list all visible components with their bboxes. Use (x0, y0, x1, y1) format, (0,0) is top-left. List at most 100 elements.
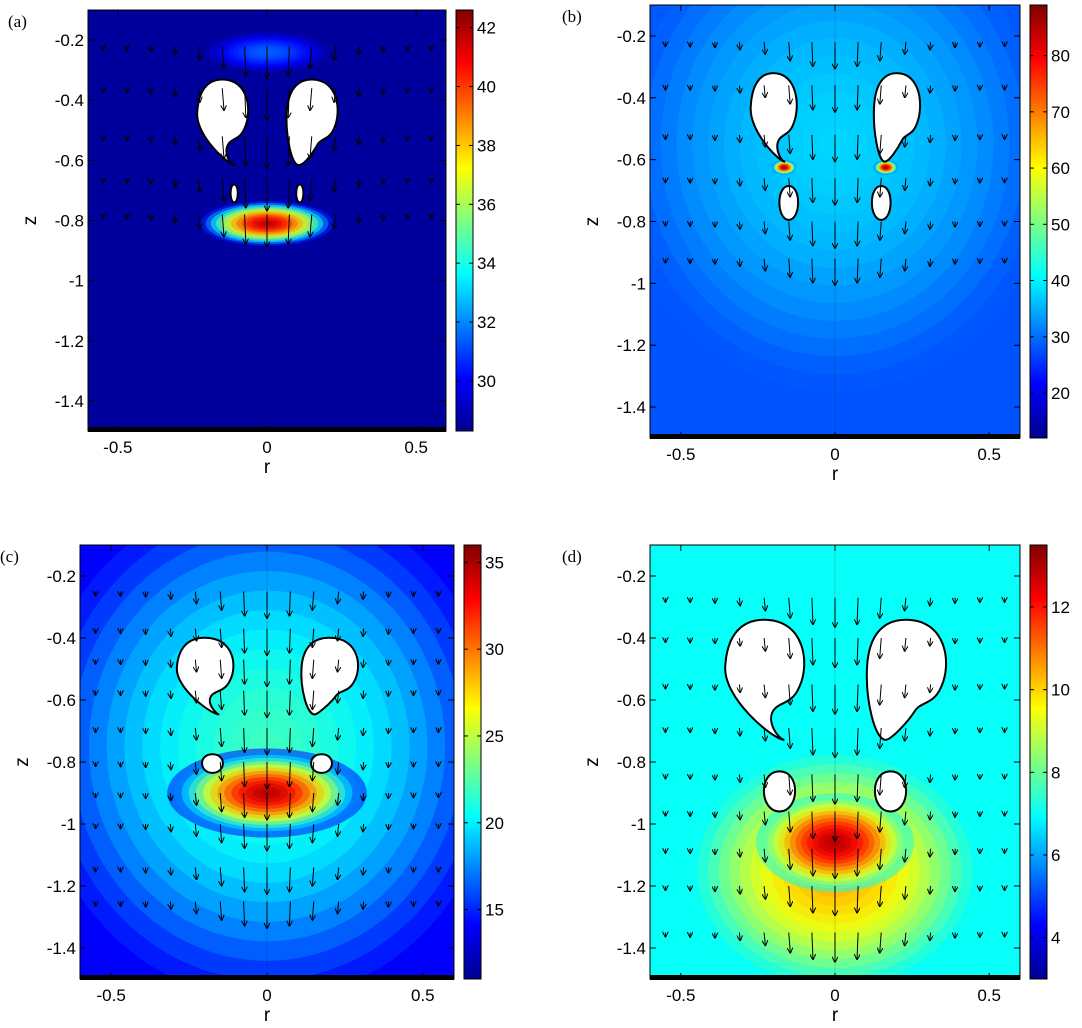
colorbar-tick-label: 30 (1051, 328, 1070, 347)
velocity-arrow (289, 591, 290, 616)
bubble-left-elongated (724, 618, 806, 741)
velocity-arrow (198, 88, 199, 102)
velocity-arrow (930, 221, 931, 229)
velocity-arrow (220, 690, 221, 709)
velocity-arrow (905, 134, 906, 147)
velocity-arrow (764, 727, 765, 741)
velocity-arrow (764, 178, 765, 190)
velocity-arrow (764, 258, 765, 271)
velocity-arrow (857, 932, 858, 960)
velocity-arrow (880, 727, 882, 748)
x-tick-label: 0.5 (977, 445, 1001, 464)
velocity-arrow (244, 823, 245, 848)
bubble-right-small (873, 770, 908, 813)
velocity-arrow (789, 42, 790, 60)
velocity-arrow (359, 136, 360, 144)
velocity-arrow (170, 690, 171, 698)
velocity-arrow (288, 88, 289, 117)
velocity-arrow (764, 637, 765, 651)
panel-a-letter: (a) (8, 12, 27, 31)
velocity-arrow (245, 46, 246, 75)
colorbar-tick-label: 32 (477, 313, 496, 332)
velocity-arrow (338, 727, 339, 740)
y-tick-label: -0.6 (55, 151, 84, 170)
x-tick-label: -0.5 (666, 986, 695, 1005)
velocity-arrow (905, 848, 906, 862)
velocity-arrow (739, 221, 740, 229)
velocity-arrow (789, 85, 790, 103)
velocity-arrow (359, 214, 360, 222)
velocity-arrow (170, 792, 171, 800)
y-tick-label: -1.4 (55, 392, 84, 411)
velocity-arrow (857, 885, 858, 913)
velocity-arrow (244, 901, 245, 926)
velocity-arrow (857, 178, 858, 202)
velocity-arrow (789, 178, 790, 196)
velocity-arrow (880, 637, 882, 658)
velocity-arrow (880, 932, 882, 953)
velocity-arrow (170, 823, 171, 831)
velocity-arrow (195, 867, 196, 879)
velocity-arrow (170, 628, 171, 636)
velocity-arrow (905, 774, 906, 787)
x-tick-label: 0 (262, 438, 271, 457)
x-tick-label: 0 (830, 445, 839, 464)
colorbar-tick-label: 12 (1051, 598, 1070, 617)
velocity-arrow (222, 88, 224, 110)
velocity-arrow (880, 848, 882, 869)
colorbar-tick-label: 15 (485, 901, 504, 920)
velocity-arrow (880, 134, 881, 153)
colorbar-tick-label: 60 (1051, 159, 1070, 178)
velocity-arrow (905, 85, 906, 97)
velocity-arrow (739, 178, 740, 185)
velocity-arrow (338, 761, 339, 774)
velocity-arrow (245, 88, 246, 117)
velocity-arrow (363, 867, 364, 874)
colorbar-tick-label: 35 (485, 553, 504, 572)
velocity-arrow (312, 761, 313, 780)
velocity-arrow (812, 684, 813, 712)
velocity-arrow (195, 690, 196, 703)
velocity-arrow (930, 932, 931, 941)
velocity-arrow (880, 42, 881, 60)
colorbar-tick-label: 36 (477, 195, 496, 214)
y-tick-label: -0.4 (617, 89, 646, 108)
y-tick-label: -0.6 (47, 691, 76, 710)
x-tick-label: 0 (262, 986, 271, 1005)
velocity-arrow (175, 178, 176, 186)
velocity-arrow (764, 134, 765, 147)
velocity-arrow (170, 867, 171, 874)
velocity-arrow (220, 628, 221, 647)
velocity-arrow (289, 901, 290, 926)
velocity-arrow (244, 727, 245, 752)
colorbar-tick-label: 40 (477, 78, 496, 97)
velocity-arrow (857, 42, 858, 66)
velocity-arrow (312, 727, 313, 746)
panel-b-xlabel: r (832, 464, 839, 485)
velocity-arrow (764, 811, 765, 825)
velocity-arrow (812, 727, 813, 755)
velocity-arrow (312, 659, 313, 678)
velocity-arrow (789, 134, 790, 153)
velocity-arrow (739, 811, 740, 820)
y-tick-label: -0.8 (55, 212, 84, 231)
y-tick-label: -0.4 (55, 91, 84, 110)
velocity-arrow (338, 901, 339, 914)
velocity-arrow (857, 848, 858, 876)
velocity-arrow (244, 591, 245, 616)
velocity-arrow (739, 258, 740, 266)
velocity-arrow (812, 885, 813, 913)
panel-c-letter: (c) (0, 547, 19, 566)
velocity-arrow (288, 46, 289, 75)
velocity-arrow (222, 214, 224, 236)
velocity-arrow (338, 659, 339, 672)
velocity-arrow (880, 684, 882, 705)
colorbar-tick-label: 20 (485, 814, 504, 833)
velocity-arrow (812, 178, 813, 202)
velocity-arrow (198, 46, 199, 60)
velocity-arrow (334, 46, 335, 60)
velocity-arrow (175, 214, 176, 222)
velocity-arrow (857, 637, 858, 665)
velocity-arrow (789, 727, 791, 748)
velocity-arrow (857, 221, 858, 246)
